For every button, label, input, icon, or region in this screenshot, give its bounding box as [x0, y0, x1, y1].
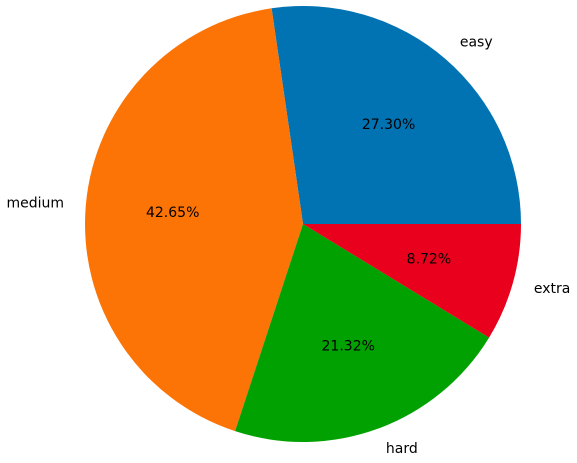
slice-label: hard [386, 441, 418, 457]
slice-label: medium [7, 195, 65, 211]
pie-slice [271, 5, 521, 224]
pie-slice [235, 224, 490, 442]
pie-slice [84, 8, 304, 432]
slice-label: extra [534, 281, 570, 297]
pie-slice [303, 224, 521, 338]
percent-label: 21.32% [322, 339, 375, 355]
percent-label: 8.72% [407, 251, 451, 267]
slice-label: easy [460, 35, 493, 51]
percent-label: 42.65% [146, 205, 199, 221]
percent-label: 27.30% [362, 117, 415, 133]
